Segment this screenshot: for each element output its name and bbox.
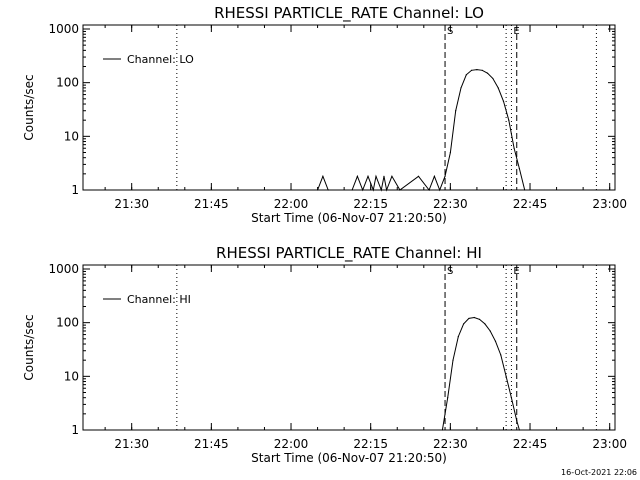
data-point — [386, 189, 388, 191]
y-tick-label: 10 — [64, 369, 79, 383]
data-point — [447, 397, 449, 399]
x-tick-label: 22:45 — [513, 437, 548, 451]
y-axis-label: Counts/sec — [22, 74, 36, 140]
data-point — [428, 189, 430, 191]
data-point — [356, 175, 359, 177]
data-point — [327, 189, 329, 191]
data-point — [460, 87, 462, 89]
event-marker-label: E — [513, 266, 519, 277]
x-tick-label: 23:00 — [592, 437, 627, 451]
plot-frame — [82, 24, 616, 191]
legend-label: Channel: LO — [127, 53, 194, 66]
data-point — [500, 354, 502, 356]
data-point — [486, 72, 489, 74]
x-tick-label: 23:00 — [592, 197, 627, 211]
data-point — [375, 175, 377, 177]
series-line — [441, 316, 520, 431]
event-marker-label: S — [447, 266, 453, 277]
y-tick-label: 1 — [71, 423, 79, 437]
data-point — [372, 189, 374, 191]
x-tick-label: 22:00 — [274, 197, 309, 211]
data-point — [457, 336, 459, 338]
data-point — [492, 77, 494, 80]
y-tick-label: 1000 — [48, 22, 79, 36]
data-point — [463, 323, 465, 325]
data-point — [494, 340, 497, 342]
data-point — [489, 330, 491, 332]
y-tick-label: 1000 — [48, 262, 79, 276]
data-point — [476, 69, 478, 71]
data-point — [481, 69, 483, 71]
x-tick-label: 22:15 — [353, 197, 388, 211]
chart-panel-hi: RHESSI PARTICLE_RATE Channel: HI 21:30 21:… — [22, 244, 627, 465]
data-point — [367, 175, 369, 177]
x-tick-label: 21:45 — [194, 437, 229, 451]
data-point — [441, 429, 443, 431]
data-point — [470, 69, 473, 71]
data-point — [508, 119, 510, 121]
data-point — [362, 189, 364, 191]
data-point — [518, 168, 520, 170]
data-point — [351, 189, 353, 191]
data-point — [449, 151, 451, 154]
data-point — [391, 175, 393, 177]
event-marker-label: E — [513, 26, 519, 37]
x-tick-label: 22:15 — [353, 437, 388, 451]
data-point — [417, 175, 420, 177]
event-marker-label: S — [447, 26, 453, 37]
x-tick-label: 22:30 — [433, 437, 468, 451]
y-tick-label: 10 — [64, 129, 79, 143]
data-point — [380, 189, 382, 191]
data-point — [383, 175, 385, 177]
data-point — [518, 429, 520, 431]
data-point — [452, 359, 454, 361]
x-tick-label: 22:00 — [274, 437, 309, 451]
x-axis-label: Start Time (06-Nov-07 21:20:50) — [251, 451, 447, 465]
data-point — [516, 419, 518, 422]
data-point — [455, 110, 457, 112]
x-tick-label: 22:30 — [433, 197, 468, 211]
x-axis-label: Start Time (06-Nov-07 21:20:50) — [251, 211, 447, 225]
chart-panel-lo: RHESSI PARTICLE_RATE Channel: LO 21:30 21:… — [22, 4, 627, 225]
x-tick-label: 22:45 — [513, 197, 548, 211]
data-point — [465, 74, 467, 76]
data-point — [484, 323, 486, 325]
data-point — [399, 189, 401, 191]
data-point — [433, 175, 436, 177]
data-point — [478, 318, 481, 321]
data-point — [473, 316, 475, 319]
footer-timestamp: 16-Oct-2021 22:06 — [561, 468, 637, 477]
data-point — [524, 189, 526, 191]
legend-label: Channel: HI — [127, 293, 191, 306]
x-tick-label: 21:30 — [114, 437, 149, 451]
x-tick-label: 21:45 — [194, 197, 229, 211]
y-tick-label: 100 — [56, 316, 79, 330]
plot-frame — [82, 264, 616, 431]
data-point — [505, 375, 507, 377]
x-tick-label: 21:30 — [114, 197, 149, 211]
data-point — [322, 175, 324, 177]
data-point — [468, 317, 470, 320]
chart-title: RHESSI PARTICLE_RATE Channel: LO — [214, 4, 484, 23]
data-point — [316, 189, 319, 191]
y-tick-label: 100 — [56, 76, 79, 90]
data-point — [497, 87, 499, 89]
data-point — [510, 397, 513, 399]
y-tick-label: 1 — [71, 183, 79, 197]
data-point — [444, 175, 446, 177]
chart-title: RHESSI PARTICLE_RATE Channel: HI — [216, 244, 482, 263]
y-axis-label: Counts/sec — [22, 314, 36, 380]
data-point — [513, 147, 515, 149]
series-line — [317, 69, 526, 192]
data-point — [502, 100, 505, 102]
data-point — [439, 189, 441, 191]
